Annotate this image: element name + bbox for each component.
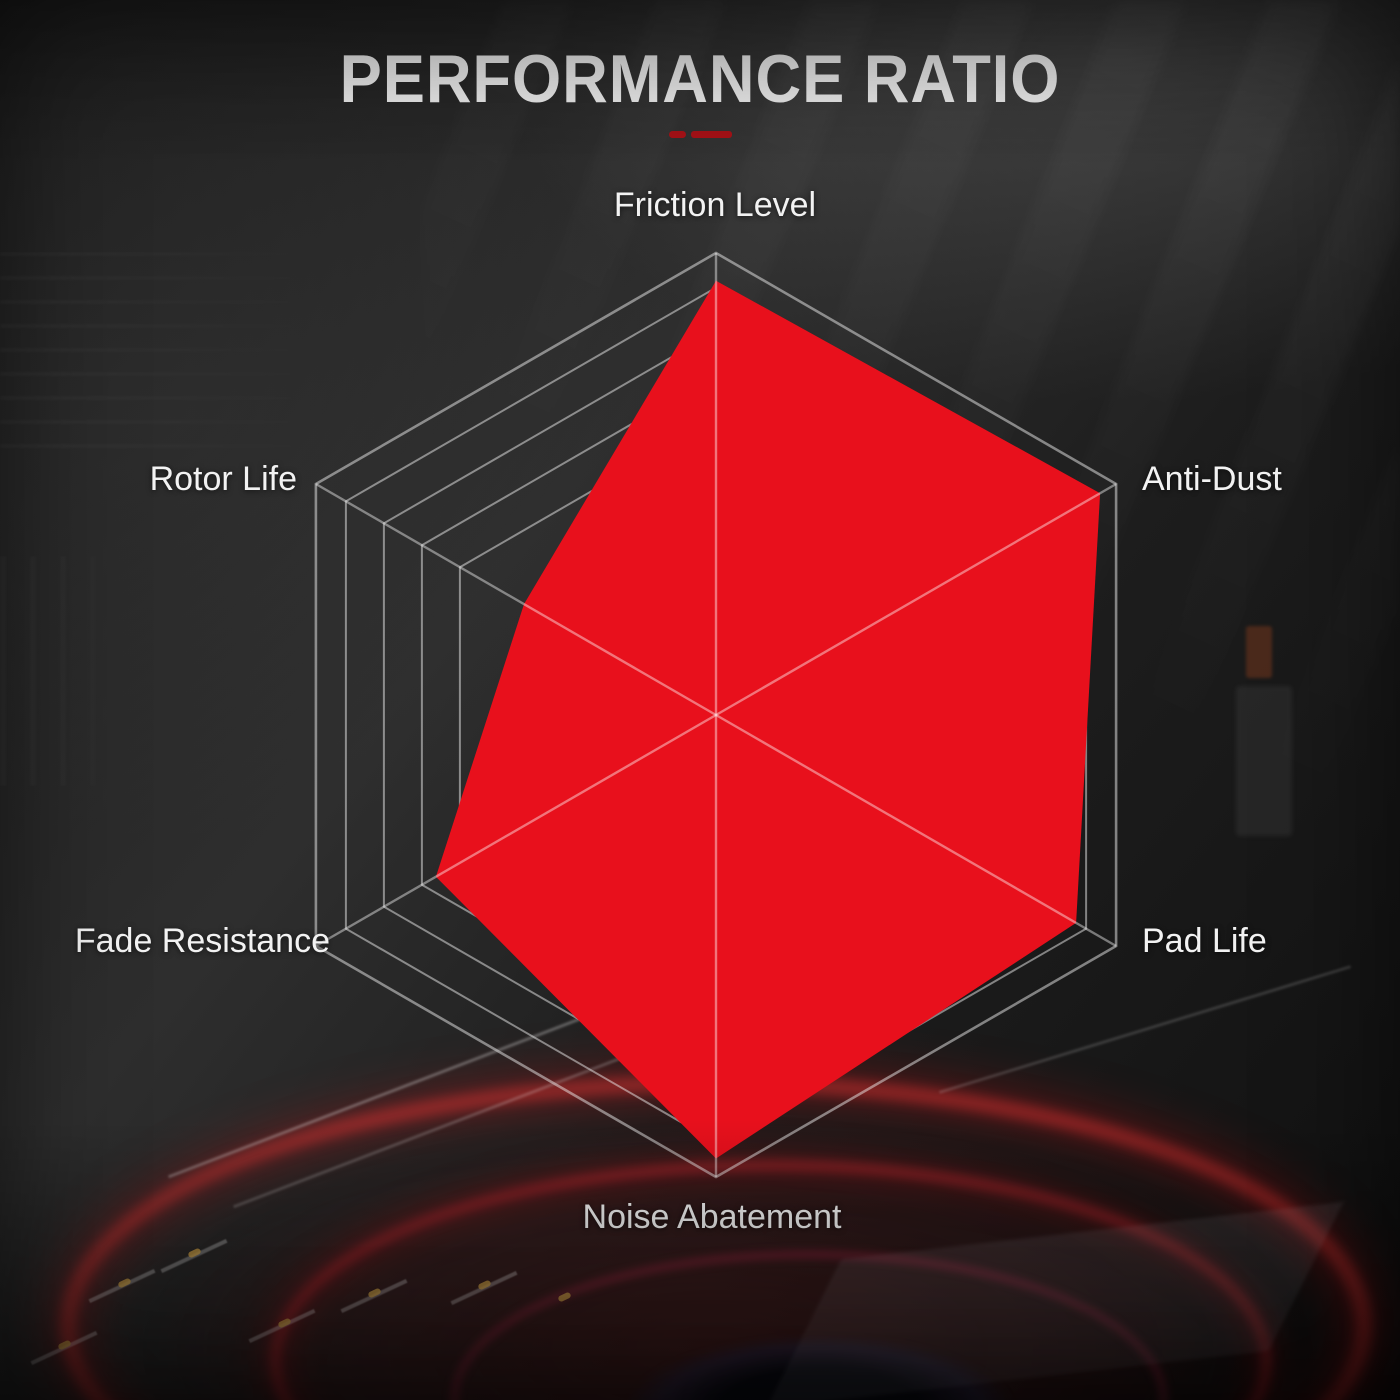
title-underline	[0, 131, 1400, 138]
axis-label-noise-abatement: Noise Abatement	[582, 1198, 842, 1236]
underline-dash	[690, 131, 732, 138]
axis-label-anti-dust: Anti-Dust	[1142, 460, 1282, 498]
axis-label-fade-resistance: Fade Resistance	[74, 922, 330, 960]
axis-label-friction-level: Friction Level	[613, 186, 817, 224]
axis-label-rotor-life: Rotor Life	[149, 460, 297, 498]
data-polygon-performance	[435, 280, 1101, 1159]
axis-label-pad-life: Pad Life	[1142, 922, 1267, 960]
underline-dot	[668, 131, 686, 138]
chart-title: PERFORMANCE RATIO	[339, 41, 1061, 117]
